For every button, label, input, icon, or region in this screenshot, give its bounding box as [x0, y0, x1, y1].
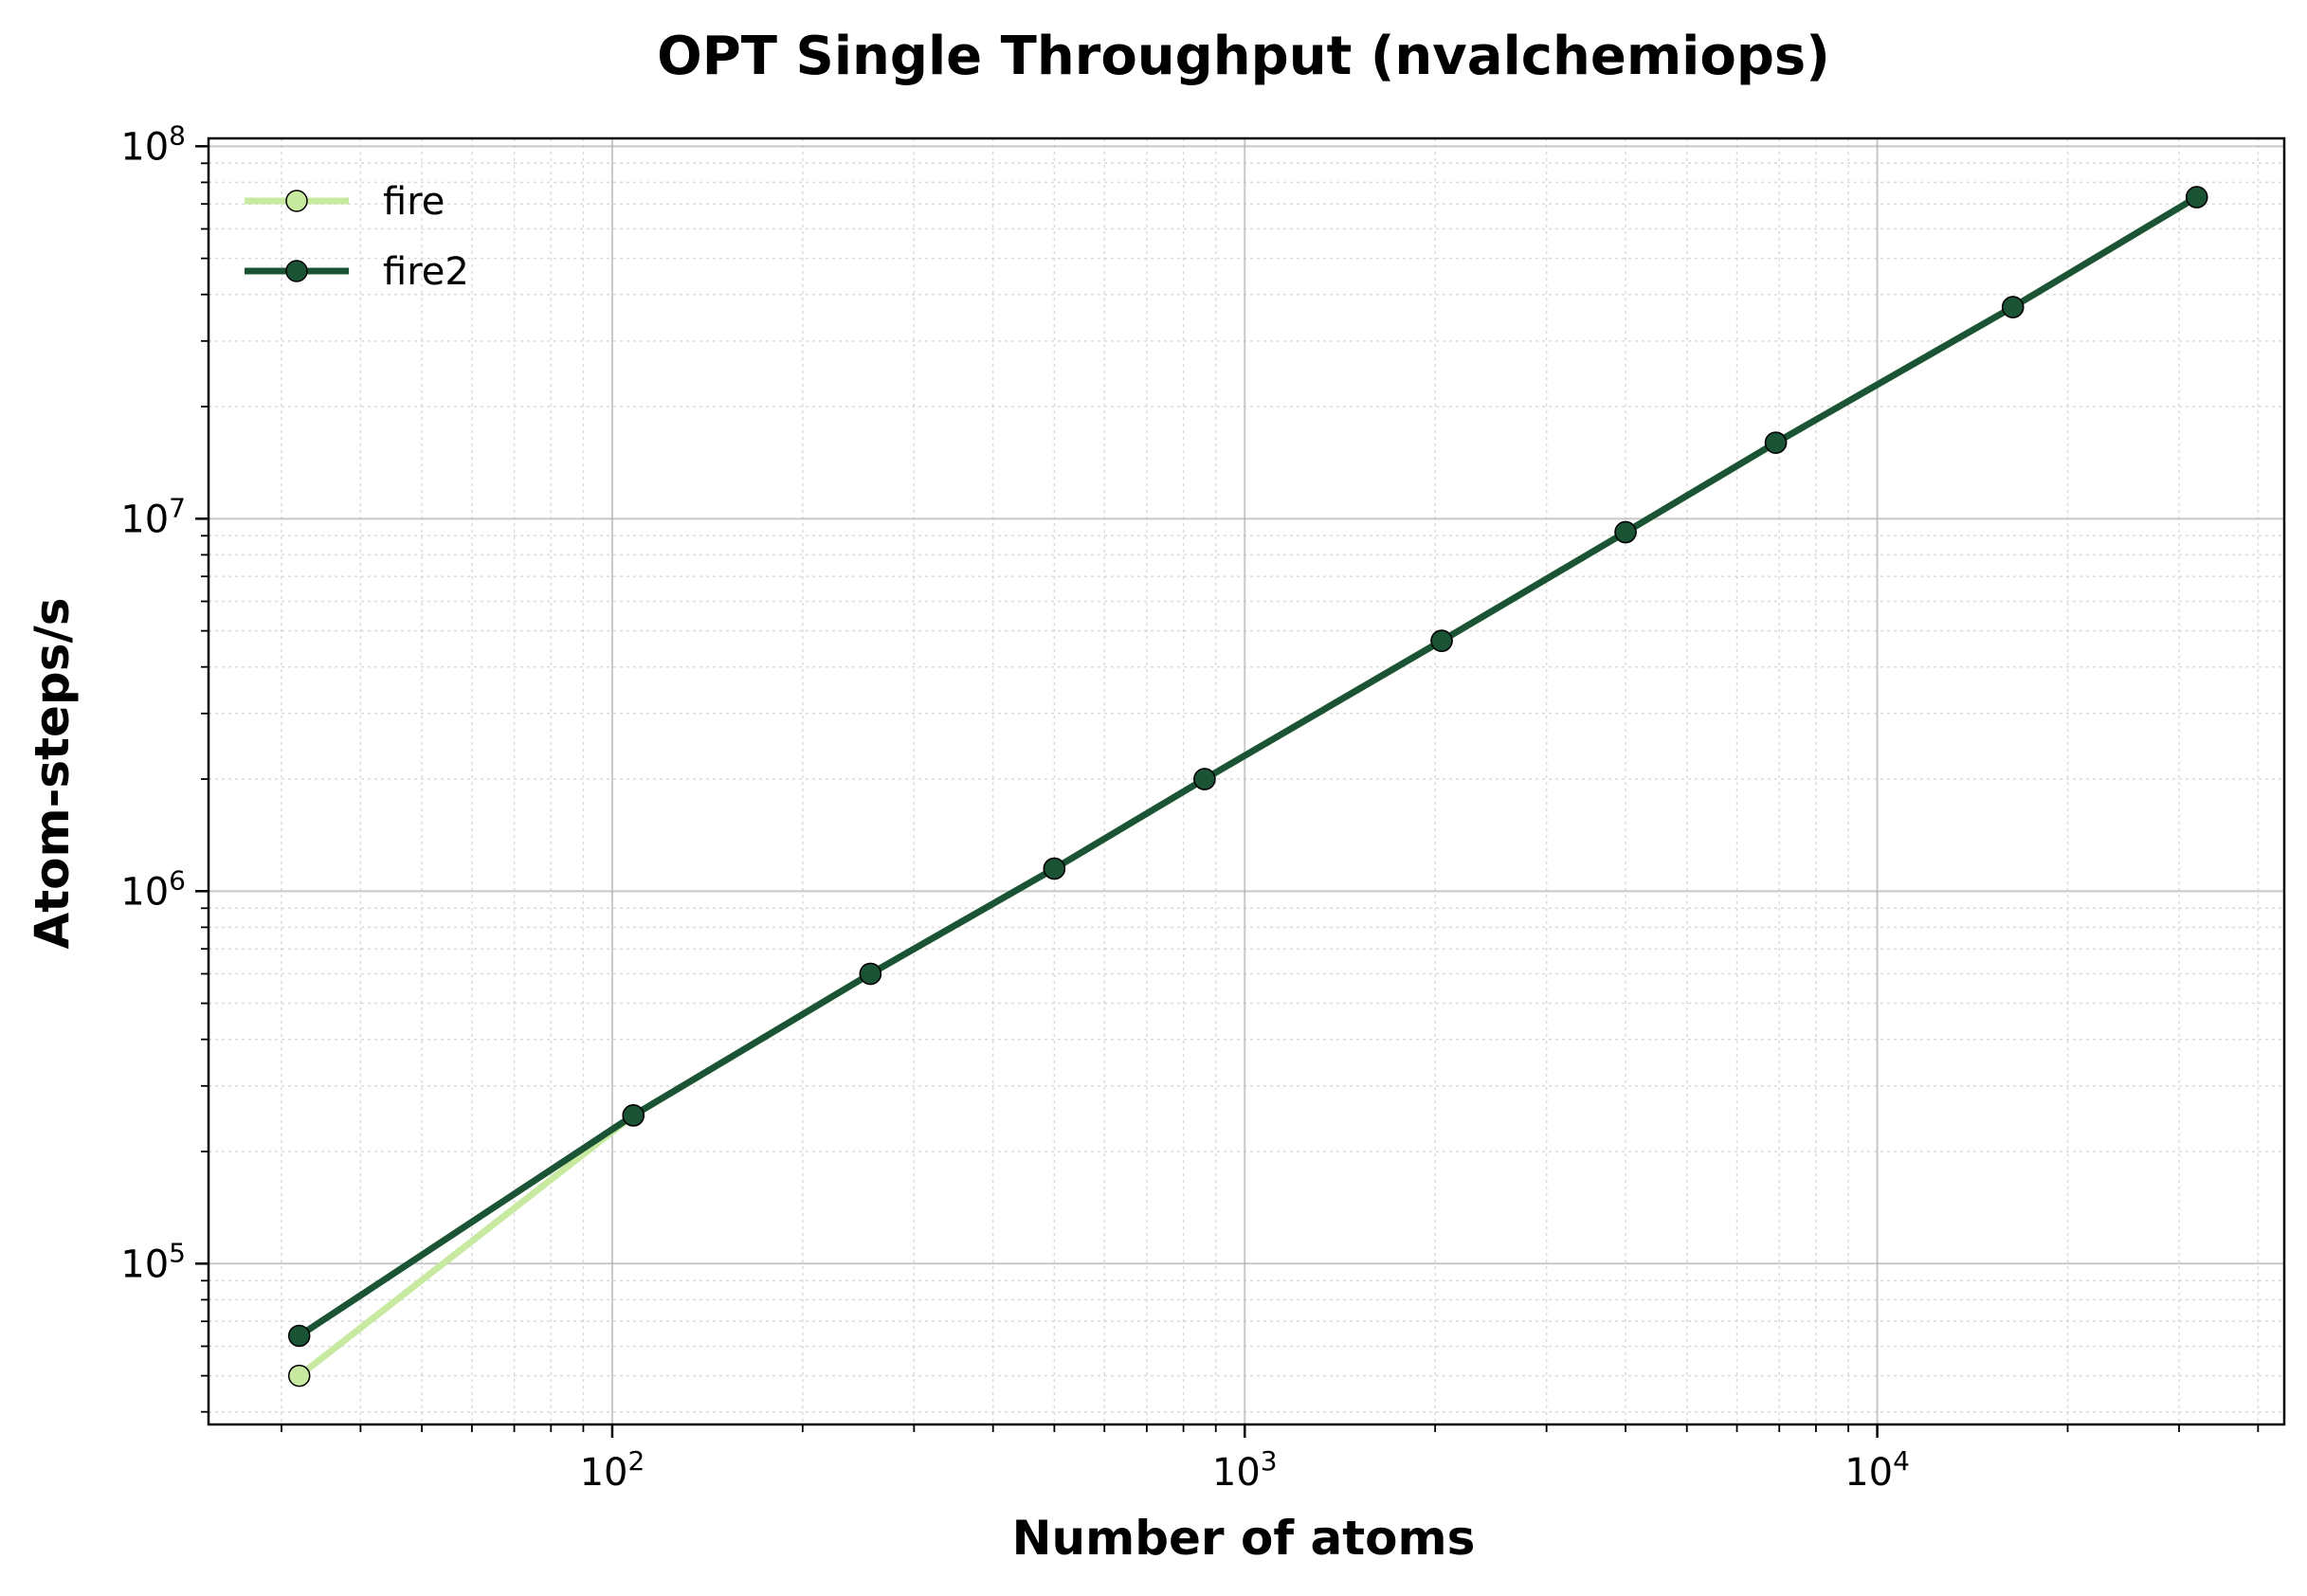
y-tick-label: 108 [120, 119, 186, 169]
data-point-fire2 [1764, 431, 1788, 454]
chart-title: OPT Single Throughput (nvalchemiops) [657, 26, 1830, 87]
x-tick-label: 102 [580, 1445, 645, 1495]
series-line-fire2 [296, 193, 2201, 1339]
series-layer [287, 186, 2208, 1387]
series-fire [287, 186, 2208, 1387]
data-point-fire2 [2185, 186, 2208, 209]
major-grid [209, 138, 2284, 1424]
data-point-fire2 [1193, 768, 1216, 790]
data-point-fire2 [622, 1104, 645, 1127]
legend-label: fire [383, 180, 445, 224]
x-tick-label: 104 [1844, 1445, 1910, 1495]
plot-frame [207, 136, 2286, 1426]
data-point-fire2 [287, 1324, 311, 1348]
data-point-fire2 [1043, 857, 1066, 880]
data-point-fire2 [1614, 520, 1637, 544]
minor-grid [209, 138, 2284, 1424]
y-axis-label: Atom-steps/s [25, 598, 80, 950]
legend-item-fire: fire [245, 180, 445, 224]
legend-label: fire2 [383, 250, 469, 294]
series-line-fire [296, 193, 2201, 1380]
y-tick-label: 105 [120, 1237, 186, 1286]
x-axis-ticks: 102 103 104 [281, 1424, 2260, 1495]
data-point-fire2 [859, 962, 882, 986]
series-fire2 [287, 186, 2208, 1348]
legend-swatch-marker [285, 190, 308, 212]
x-axis-label: Number of atoms [1012, 1511, 1476, 1566]
data-point-fire [287, 1364, 311, 1387]
y-tick-label: 106 [120, 864, 186, 914]
data-point-fire2 [2001, 296, 2025, 318]
legend: fire fire2 [245, 180, 469, 294]
legend-swatch-marker [285, 260, 308, 282]
data-point-fire2 [1430, 629, 1453, 652]
y-axis-ticks: 105 106 107 108 [120, 119, 209, 1413]
legend-item-fire2: fire2 [245, 250, 469, 294]
y-tick-label: 107 [120, 492, 186, 541]
x-tick-label: 103 [1212, 1445, 1278, 1495]
